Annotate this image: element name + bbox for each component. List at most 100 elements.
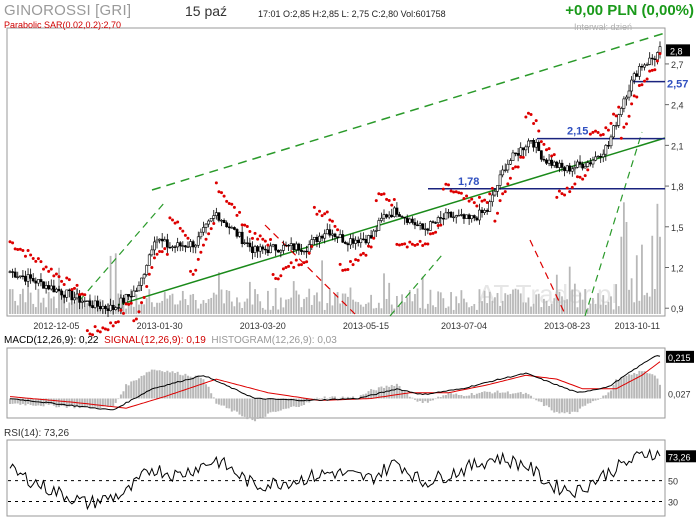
candle-body xyxy=(609,136,613,147)
macd-histogram-bar xyxy=(457,394,460,399)
volume-bar xyxy=(313,295,316,314)
macd-histogram-bar xyxy=(261,398,264,418)
candle-body xyxy=(26,274,30,282)
candle-body xyxy=(578,161,582,165)
candle-body xyxy=(31,278,35,282)
sar-dot xyxy=(103,327,107,331)
volume-bar xyxy=(143,304,146,314)
macd-histogram-bar xyxy=(122,391,125,399)
macd-histogram-bar xyxy=(256,398,259,419)
volume-bar xyxy=(401,294,403,314)
candle-body xyxy=(62,294,66,298)
candle-body xyxy=(436,217,440,224)
macd-histogram-bar xyxy=(60,398,63,406)
volume-bar xyxy=(540,307,543,314)
macd-histogram-bar xyxy=(517,392,520,399)
sar-dot xyxy=(640,83,644,87)
volume-bar xyxy=(537,293,540,314)
volume-bar xyxy=(512,289,514,314)
volume-bar xyxy=(607,301,610,314)
volume-bar xyxy=(233,306,236,314)
candle-body xyxy=(490,194,494,203)
candle-body xyxy=(555,161,559,168)
volume-bar xyxy=(297,294,300,314)
sar-dot xyxy=(444,182,448,186)
sar-dot xyxy=(302,261,306,265)
macd-histogram-bar xyxy=(432,398,435,401)
candle-body xyxy=(279,250,283,253)
macd-plot: 0,215 0,027 xyxy=(9,350,694,422)
sar-dot xyxy=(416,242,420,246)
volume-bar xyxy=(346,296,349,314)
sar-dot xyxy=(372,236,376,240)
sar-dot xyxy=(230,202,234,206)
volume-bar xyxy=(125,308,127,314)
sar-dot xyxy=(421,244,425,248)
volume-bar xyxy=(519,293,522,314)
macd-histogram-bar xyxy=(73,398,76,409)
macd-legend-macd: MACD(12,26,9): 0,22 xyxy=(4,335,99,346)
candle-body xyxy=(16,276,20,278)
sar-dot xyxy=(78,292,82,296)
sar-dot xyxy=(292,265,296,269)
volume-bar xyxy=(478,289,481,314)
candle-body xyxy=(622,98,626,109)
candle-body xyxy=(331,233,334,236)
price-tick-label: 0,9 xyxy=(671,304,684,314)
macd-histogram-bar xyxy=(220,398,223,406)
candle-body xyxy=(104,305,107,309)
volume-bar xyxy=(617,306,620,314)
volume-bar xyxy=(326,303,329,314)
candle-body xyxy=(550,159,554,166)
volume-bar xyxy=(207,299,210,314)
candle-body xyxy=(545,159,548,164)
volume-bar xyxy=(377,302,380,314)
sar-dot xyxy=(266,243,270,247)
macd-histogram-bar xyxy=(243,398,246,417)
candle-body xyxy=(416,224,419,227)
candle-body xyxy=(576,161,579,168)
macd-histogram-bar xyxy=(442,395,445,399)
candle-body xyxy=(191,241,195,248)
volume-bar xyxy=(16,305,19,314)
candle-body xyxy=(196,236,200,246)
sar-dot xyxy=(101,326,105,330)
candle-body xyxy=(612,125,615,138)
sar-dot xyxy=(201,243,205,247)
macd-histogram-bar xyxy=(548,398,551,408)
macd-histogram-bar xyxy=(653,375,656,399)
volume-bar xyxy=(501,300,504,314)
candle-body xyxy=(367,235,370,244)
candle-body xyxy=(601,153,605,158)
macd-histogram-bar xyxy=(493,392,496,399)
macd-histogram-bar xyxy=(646,373,649,399)
macd-histogram-bar xyxy=(586,398,589,404)
sar-dot xyxy=(307,251,311,255)
macd-histogram-bar xyxy=(452,394,455,399)
candle-body xyxy=(173,246,177,248)
macd-histogram-bar xyxy=(648,373,651,399)
volume-bar xyxy=(274,288,277,314)
candle-body xyxy=(547,159,551,164)
sar-dot xyxy=(199,250,203,254)
sar-dot xyxy=(423,242,427,246)
sar-dot xyxy=(356,258,360,262)
macd-histogram-bar xyxy=(114,398,117,403)
sar-dot xyxy=(220,191,224,195)
sar-dot xyxy=(612,112,616,116)
sar-dot xyxy=(624,122,628,126)
volume-bar xyxy=(504,293,507,314)
volume-bar xyxy=(171,293,174,314)
macd-histogram-bar xyxy=(104,398,107,406)
price-tick-label: 2,4 xyxy=(671,101,684,111)
sar-dot xyxy=(524,115,528,119)
macd-histogram-bar xyxy=(346,396,349,399)
volume-bar xyxy=(359,304,362,314)
macd-histogram-bar xyxy=(651,374,654,399)
macd-legend: MACD(12,26,9): 0,22 SIGNAL(12,26,9): 0,1… xyxy=(4,335,337,346)
macd-histogram-bar xyxy=(45,398,48,405)
sar-dot xyxy=(70,288,74,292)
sar-dot xyxy=(521,155,525,159)
candle-body xyxy=(212,215,216,219)
macd-histogram-bar xyxy=(388,386,391,399)
